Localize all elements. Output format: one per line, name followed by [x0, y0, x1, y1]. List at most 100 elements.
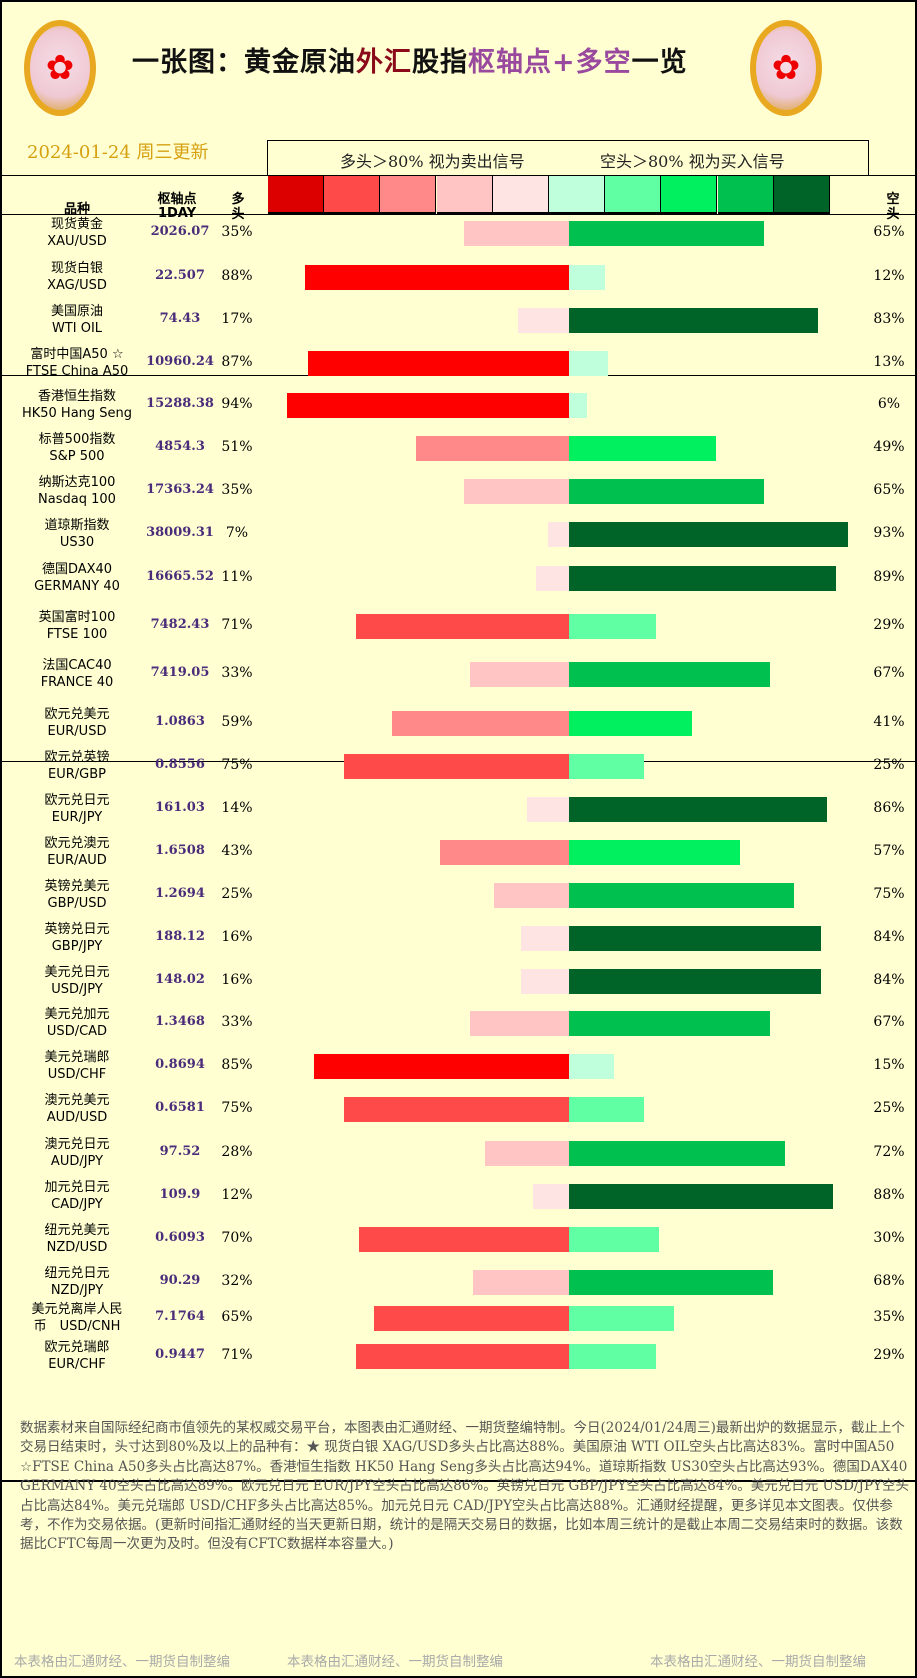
instrument-name: 美元兑日元 USD/JPY	[2, 964, 152, 998]
long-percent: 75%	[221, 1100, 253, 1116]
pivot-value: 0.9447	[155, 1347, 205, 1362]
short-bar	[569, 351, 608, 376]
table-row: 纳斯达克100 Nasdaq 100 17363.24 35% 65%	[2, 470, 917, 514]
long-bar	[527, 797, 569, 822]
short-value: 67	[873, 1014, 892, 1030]
instrument-en: USD/CHF	[47, 1067, 107, 1082]
long-value: 51	[221, 439, 240, 455]
short-bar	[569, 308, 818, 333]
short-percent: 67%	[873, 665, 905, 681]
long-bar	[356, 614, 569, 639]
long-percent: 32%	[221, 1273, 253, 1289]
table-row: 纽元兑日元 NZD/JPY 90.29 32% 68%	[2, 1261, 917, 1305]
pivot-value: 74.43	[159, 311, 201, 326]
long-bar	[356, 1344, 569, 1369]
pivot-value: 1.6508	[155, 843, 205, 858]
long-percent: 35%	[221, 482, 253, 498]
pivot-value: 1.0863	[155, 714, 205, 729]
short-value: 41	[873, 714, 892, 730]
long-percent: 16%	[221, 929, 253, 945]
table-row: 英镑兑日元 GBP/JPY 188.12 16% 84%	[2, 917, 917, 961]
pivot-value: 15288.38	[146, 396, 214, 411]
instrument-en: USD/JPY	[51, 982, 103, 997]
short-percent: 6%	[877, 396, 901, 412]
legend-swatch	[773, 176, 830, 214]
table-row: 欧元兑日元 EUR/JPY 161.03 14% 86%	[2, 788, 917, 832]
short-percent: 84%	[873, 929, 905, 945]
instrument-name: 澳元兑日元 AUD/JPY	[2, 1136, 152, 1170]
instrument-cn: 澳元兑日元	[44, 1137, 110, 1152]
short-percent: 88%	[873, 1187, 905, 1203]
table-row: 英国富时100 FTSE 100 7482.43 71% 29%	[2, 605, 917, 649]
instrument-name: 欧元兑瑞郎 EUR/CHF	[2, 1339, 152, 1373]
short-percent: 93%	[873, 525, 905, 541]
long-value: 17	[221, 311, 240, 327]
long-percent: 88%	[221, 268, 253, 284]
instrument-name: 美元兑瑞郎 USD/CHF	[2, 1049, 152, 1083]
long-value: 75	[221, 1100, 240, 1116]
long-value: 16	[221, 929, 240, 945]
short-bar	[569, 1054, 614, 1079]
legend-long-text: 多头＞80% 视为卖出信号	[340, 152, 525, 171]
instrument-cn: 美元兑离岸人民	[31, 1302, 123, 1317]
instrument-en: NZD/JPY	[50, 1283, 104, 1298]
short-bar	[569, 1306, 674, 1331]
short-bar	[569, 1141, 785, 1166]
table-row: 纽元兑美元 NZD/USD 0.6093 70% 30%	[2, 1218, 917, 1262]
short-percent: 75%	[873, 886, 905, 902]
long-percent: 94%	[221, 396, 253, 412]
short-value: 29	[873, 1347, 892, 1363]
logo-right: ✿	[750, 20, 822, 116]
instrument-name: 澳元兑美元 AUD/USD	[2, 1092, 152, 1126]
instrument-cn: 加元兑日元	[44, 1180, 110, 1195]
long-percent: 43%	[221, 843, 253, 859]
table-row: 道琼斯指数 US30 38009.31 7% 93%	[2, 513, 917, 557]
short-percent: 13%	[873, 354, 905, 370]
col-pivot-header: 枢轴点	[157, 192, 197, 207]
col-name-header: 品种	[63, 202, 90, 217]
long-percent: 87%	[221, 354, 253, 370]
instrument-name: 英镑兑美元 GBP/USD	[2, 878, 152, 912]
table-row: 欧元兑澳元 EUR/AUD 1.6508 43% 57%	[2, 831, 917, 875]
short-value: 25	[873, 757, 892, 773]
short-percent: 12%	[873, 268, 905, 284]
short-value: 88	[873, 1187, 892, 1203]
long-percent: 25%	[221, 886, 253, 902]
instrument-en: FTSE China A50	[25, 364, 129, 379]
legend-swatch	[661, 176, 718, 214]
long-value: 71	[221, 1347, 240, 1363]
title-part: 一览	[631, 47, 688, 78]
instrument-cn: 美元兑瑞郎	[44, 1050, 110, 1065]
long-value: 35	[221, 224, 240, 240]
table-row: 欧元兑瑞郎 EUR/CHF 0.9447 71% 29%	[2, 1335, 917, 1379]
instrument-en: USD/CAD	[46, 1024, 108, 1039]
long-bar	[392, 711, 569, 736]
short-percent: 25%	[873, 1100, 905, 1116]
short-bar	[569, 614, 656, 639]
instrument-name: 英国富时100 FTSE 100	[2, 609, 152, 643]
long-bar	[344, 1097, 569, 1122]
long-value: 71	[221, 617, 240, 633]
short-bar	[569, 479, 764, 504]
instrument-en: Nasdaq 100	[38, 492, 116, 507]
short-bar	[569, 797, 827, 822]
instrument-name: 现货白银 XAG/USD	[2, 260, 152, 294]
pivot-value: 17363.24	[146, 482, 214, 497]
long-bar	[287, 393, 569, 418]
short-value: 84	[873, 972, 892, 988]
instrument-name: 欧元兑澳元 EUR/AUD	[2, 835, 152, 869]
pivot-value: 10960.24	[146, 354, 214, 369]
watermark: 本表格由汇通财经、一期货自制整编	[14, 1654, 230, 1670]
table-row: 法国CAC40 FRANCE 40 7419.05 33% 67%	[2, 653, 917, 697]
long-value: 65	[221, 1309, 240, 1325]
instrument-en: EUR/CHF	[48, 1357, 106, 1372]
short-percent: 89%	[873, 569, 905, 585]
legend-swatch	[268, 176, 324, 214]
instrument-en: AUD/JPY	[50, 1154, 104, 1169]
instrument-name: 纽元兑美元 NZD/USD	[2, 1222, 152, 1256]
long-percent: 28%	[221, 1144, 253, 1160]
pivot-value: 4854.3	[155, 439, 205, 454]
short-value: 15	[873, 1057, 892, 1073]
instrument-cn: 美元兑加元	[44, 1007, 110, 1022]
long-bar	[464, 221, 569, 246]
